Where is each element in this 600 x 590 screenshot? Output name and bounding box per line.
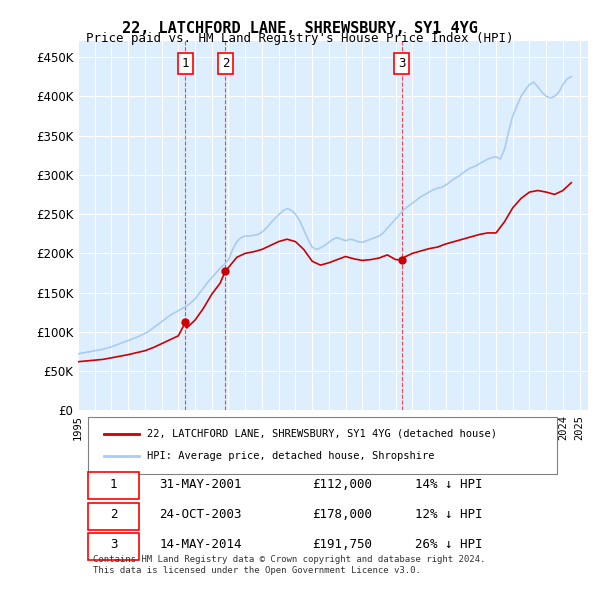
Text: £191,750: £191,750 [313,538,373,551]
Text: 12% ↓ HPI: 12% ↓ HPI [415,508,482,521]
Text: 2: 2 [110,508,118,521]
FancyBboxPatch shape [88,503,139,530]
Text: HPI: Average price, detached house, Shropshire: HPI: Average price, detached house, Shro… [147,451,434,461]
Text: 1: 1 [110,478,118,491]
Text: 3: 3 [110,538,118,551]
Text: 3: 3 [398,57,406,70]
FancyBboxPatch shape [88,533,139,560]
Text: £112,000: £112,000 [313,478,373,491]
FancyBboxPatch shape [88,417,557,474]
FancyBboxPatch shape [88,473,139,499]
Text: Contains HM Land Registry data © Crown copyright and database right 2024.
This d: Contains HM Land Registry data © Crown c… [94,555,485,575]
Text: Price paid vs. HM Land Registry's House Price Index (HPI): Price paid vs. HM Land Registry's House … [86,32,514,45]
Text: 14-MAY-2014: 14-MAY-2014 [160,538,242,551]
Text: 22, LATCHFORD LANE, SHREWSBURY, SY1 4YG (detached house): 22, LATCHFORD LANE, SHREWSBURY, SY1 4YG … [147,429,497,439]
Text: 1: 1 [182,57,189,70]
Text: 22, LATCHFORD LANE, SHREWSBURY, SY1 4YG: 22, LATCHFORD LANE, SHREWSBURY, SY1 4YG [122,21,478,35]
Text: £178,000: £178,000 [313,508,373,521]
Text: 24-OCT-2003: 24-OCT-2003 [160,508,242,521]
Text: 31-MAY-2001: 31-MAY-2001 [160,478,242,491]
Text: 14% ↓ HPI: 14% ↓ HPI [415,478,482,491]
Text: 2: 2 [222,57,229,70]
Text: 26% ↓ HPI: 26% ↓ HPI [415,538,482,551]
